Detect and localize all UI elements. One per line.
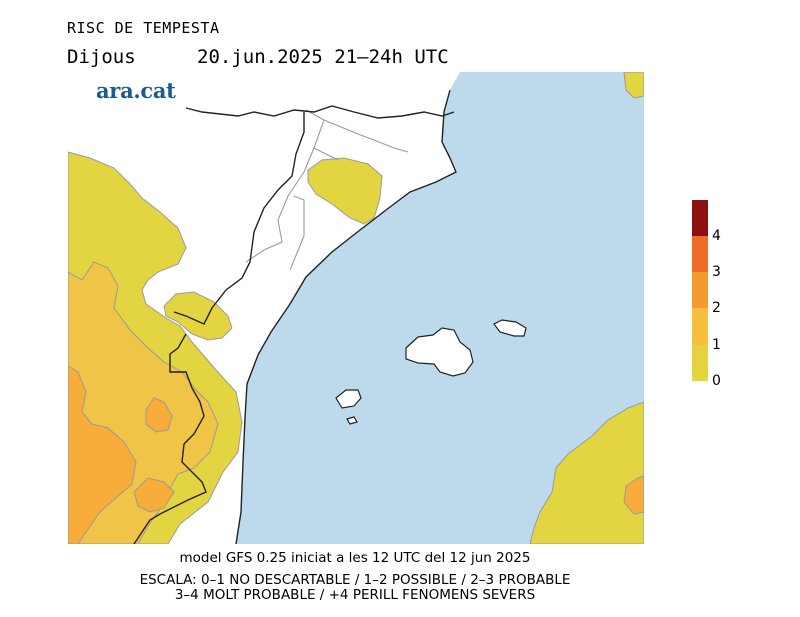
risk-area-pyrenees: [307, 157, 383, 225]
sea-area: [236, 72, 644, 544]
risk-area-southeast: [529, 401, 644, 544]
risk-spot-high-1: [145, 397, 173, 433]
legend-swatch-0: [692, 345, 708, 381]
legend-label-3: 3: [712, 264, 721, 280]
forecast-period: Dijous 20.jun.2025 21–24h UTC: [67, 46, 449, 68]
legend-label-2: 2: [712, 300, 721, 316]
risk-legend: [692, 200, 708, 381]
legend-swatch-2: [692, 272, 708, 308]
risk-spot-high-2: [133, 477, 175, 513]
legend-swatch-1: [692, 308, 708, 345]
admin-boundaries: [245, 109, 409, 271]
legend-swatch-4: [692, 200, 708, 236]
legend-label-4: 4: [712, 228, 721, 244]
scale-description-line1: ESCALA: 0–1 NO DESCARTABLE / 1–2 POSSIBL…: [139, 572, 571, 588]
risk-spot-southeast-high: [623, 475, 644, 515]
ara-cat-logo: ara.cat: [96, 78, 176, 103]
island-formentera: [346, 416, 358, 425]
coastline: [235, 89, 457, 544]
island-mallorca: [405, 327, 474, 377]
forecast-datetime: 20.jun.2025 21–24h UTC: [197, 46, 449, 68]
storm-risk-map: [68, 72, 644, 544]
scale-description-line2: 3–4 MOLT PROBABLE / +4 PERILL FENOMENS S…: [174, 587, 536, 603]
forecast-day: Dijous: [67, 46, 136, 68]
model-run-info: model GFS 0.25 iniciat a les 12 UTC del …: [179, 550, 531, 566]
national-borders: [133, 105, 455, 544]
legend-label-1: 1: [712, 337, 721, 353]
legend-label-0: 0: [712, 373, 721, 389]
legend-swatch-3: [692, 236, 708, 272]
island-eivissa: [335, 389, 362, 409]
risk-area-northeast: [623, 72, 644, 99]
map-title: RISC DE TEMPESTA: [67, 19, 220, 37]
island-menorca: [493, 319, 527, 337]
risk-area-west-high: [68, 365, 137, 544]
